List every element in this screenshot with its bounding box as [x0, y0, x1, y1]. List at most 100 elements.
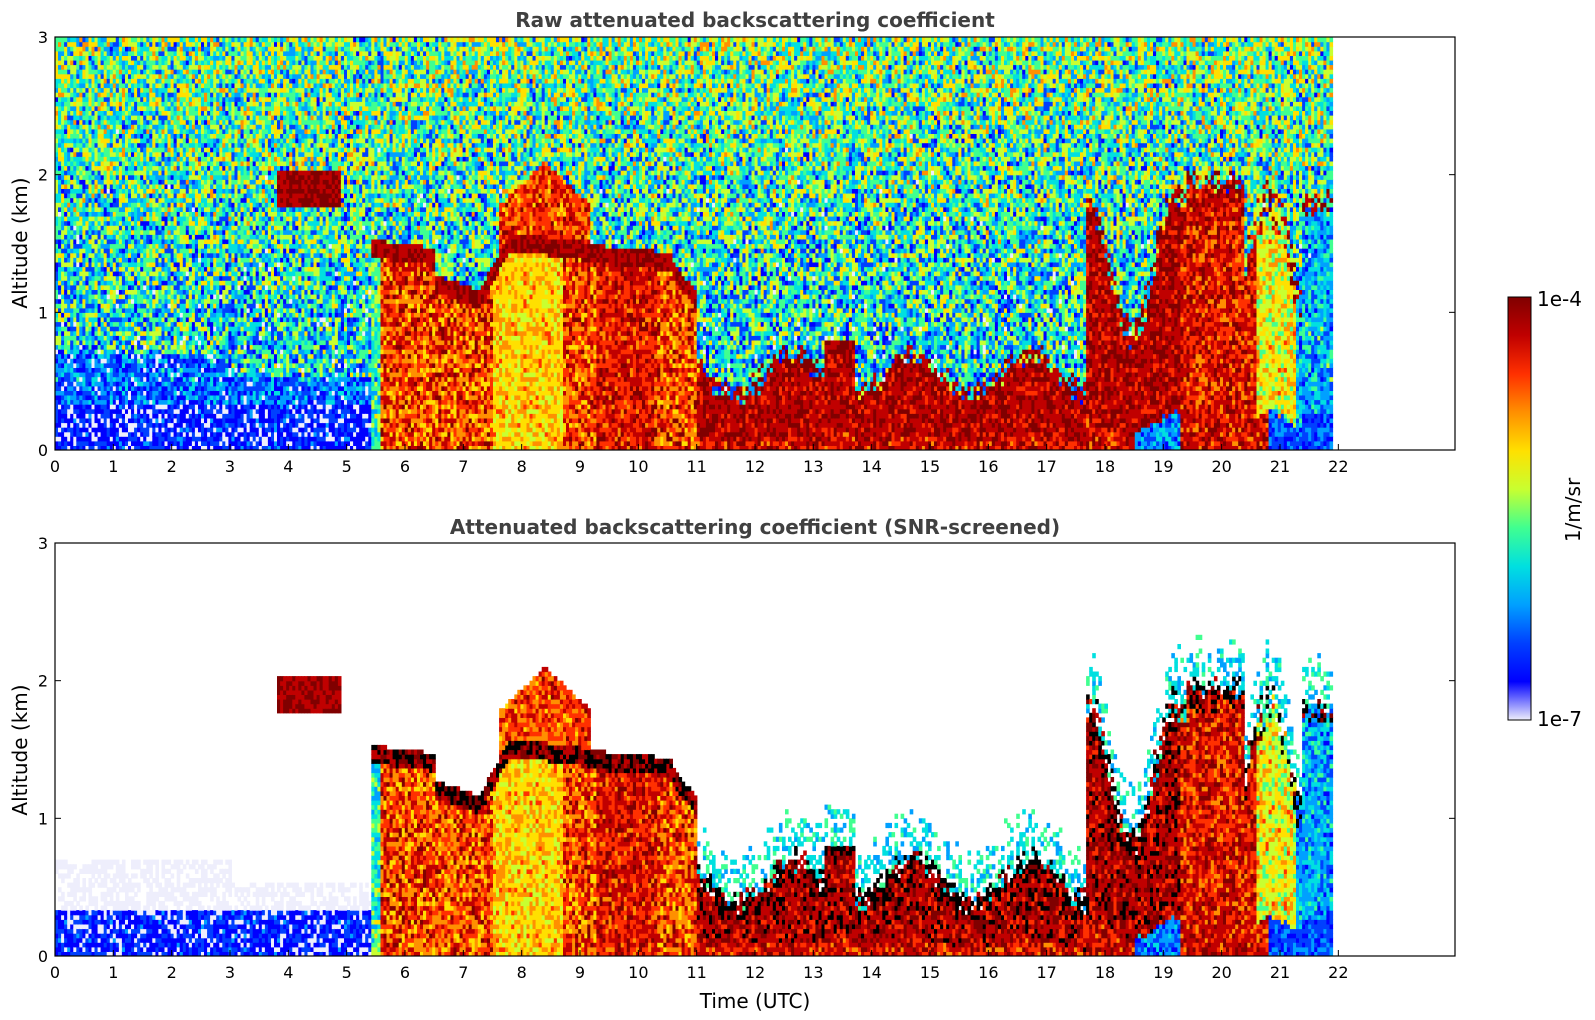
heatmap-cell — [82, 275, 86, 281]
heatmap-cell — [97, 69, 102, 75]
heatmap-cell — [121, 234, 126, 240]
heatmap-cell — [134, 41, 138, 47]
heatmap-cell — [55, 335, 59, 341]
heatmap-cell — [188, 92, 193, 98]
heatmap-cell — [204, 271, 208, 277]
heatmap-cell — [170, 110, 175, 116]
heatmap-cell — [134, 440, 138, 446]
heatmap-cell — [179, 119, 184, 125]
heatmap-cell — [128, 110, 132, 116]
heatmap-cell — [167, 289, 172, 295]
heatmap-cell — [94, 312, 99, 318]
heatmap-cell — [146, 234, 150, 240]
heatmap-cell — [91, 183, 96, 189]
heatmap-cell — [173, 234, 178, 240]
heatmap-cell — [94, 275, 99, 281]
heatmap-cell — [179, 238, 184, 245]
heatmap-cell — [128, 69, 132, 75]
heatmap-cell — [131, 390, 135, 396]
heatmap-cell — [179, 101, 184, 107]
heatmap-cell — [70, 37, 74, 43]
heatmap-cell — [155, 330, 159, 336]
heatmap-cell — [188, 87, 193, 93]
heatmap-cell — [88, 138, 93, 144]
heatmap-cell — [118, 436, 123, 442]
heatmap-cell — [216, 284, 220, 290]
heatmap-cell — [55, 303, 59, 309]
heatmap-cell — [155, 87, 159, 93]
heatmap-cell — [91, 105, 96, 111]
heatmap-cell — [140, 431, 144, 437]
heatmap-cell — [97, 211, 102, 217]
heatmap-cell — [94, 133, 99, 139]
heatmap-cell — [73, 243, 77, 249]
heatmap-cell — [112, 266, 117, 272]
heatmap-cell — [152, 431, 156, 437]
heatmap-cell — [67, 248, 71, 254]
heatmap-cell — [204, 128, 208, 134]
heatmap-cell — [55, 344, 59, 350]
heatmap-cell — [97, 59, 102, 66]
heatmap-cell — [131, 321, 135, 327]
heatmap-cell — [125, 46, 129, 52]
heatmap-cell — [137, 307, 141, 313]
heatmap-cell — [112, 37, 117, 43]
heatmap-cell — [152, 243, 156, 249]
heatmap-cell — [134, 37, 138, 43]
heatmap-cell — [106, 165, 111, 171]
heatmap-cell — [179, 225, 184, 231]
heatmap-cell — [112, 385, 117, 391]
heatmap-cell — [67, 64, 71, 70]
heatmap-cell — [121, 394, 126, 401]
heatmap-cell — [115, 284, 120, 290]
heatmap-cell — [210, 138, 214, 144]
heatmap-cell — [167, 165, 172, 171]
heatmap-cell — [88, 257, 93, 263]
heatmap-cell — [134, 280, 138, 286]
heatmap-cell — [170, 46, 175, 52]
heatmap-cell — [194, 284, 199, 290]
heatmap-cell — [106, 138, 111, 144]
heatmap-cell — [131, 261, 135, 268]
heatmap-cell — [164, 417, 169, 424]
heatmap-cell — [210, 349, 214, 355]
heatmap-cell — [67, 408, 71, 414]
heatmap-cell — [118, 261, 123, 268]
heatmap-cell — [164, 124, 169, 130]
heatmap-cell — [100, 179, 105, 185]
heatmap-cell — [67, 119, 71, 125]
heatmap-cell — [64, 151, 68, 157]
heatmap-cell — [179, 275, 184, 281]
heatmap-cell — [131, 372, 135, 378]
heatmap-cell — [173, 188, 178, 194]
heatmap-cell — [188, 440, 193, 446]
heatmap-cell — [149, 390, 153, 396]
heatmap-cell — [70, 417, 74, 424]
heatmap-cell — [152, 147, 156, 153]
heatmap-cell — [67, 151, 71, 157]
heatmap-cell — [55, 367, 59, 373]
heatmap-cell — [158, 284, 162, 290]
heatmap-cell — [155, 170, 159, 176]
heatmap-cell — [121, 362, 126, 368]
heatmap-cell — [149, 335, 153, 341]
heatmap-cell — [143, 124, 147, 130]
heatmap-cell — [76, 46, 80, 52]
heatmap-cell — [210, 170, 214, 176]
heatmap-cell — [97, 321, 102, 327]
heatmap-cell — [167, 440, 172, 446]
heatmap-cell — [64, 202, 68, 208]
heatmap-cell — [88, 422, 93, 428]
heatmap-cell — [103, 390, 108, 396]
heatmap-cell — [103, 229, 108, 235]
heatmap-cell — [158, 55, 162, 61]
heatmap-cell — [82, 46, 86, 52]
heatmap-cell — [97, 381, 102, 387]
heatmap-cell — [137, 234, 141, 240]
heatmap-cell — [128, 408, 132, 414]
heatmap-cell — [112, 188, 117, 194]
heatmap-cell — [131, 431, 135, 437]
heatmap-cell — [161, 82, 166, 89]
heatmap-cell — [64, 101, 68, 107]
heatmap-cell — [91, 46, 96, 52]
